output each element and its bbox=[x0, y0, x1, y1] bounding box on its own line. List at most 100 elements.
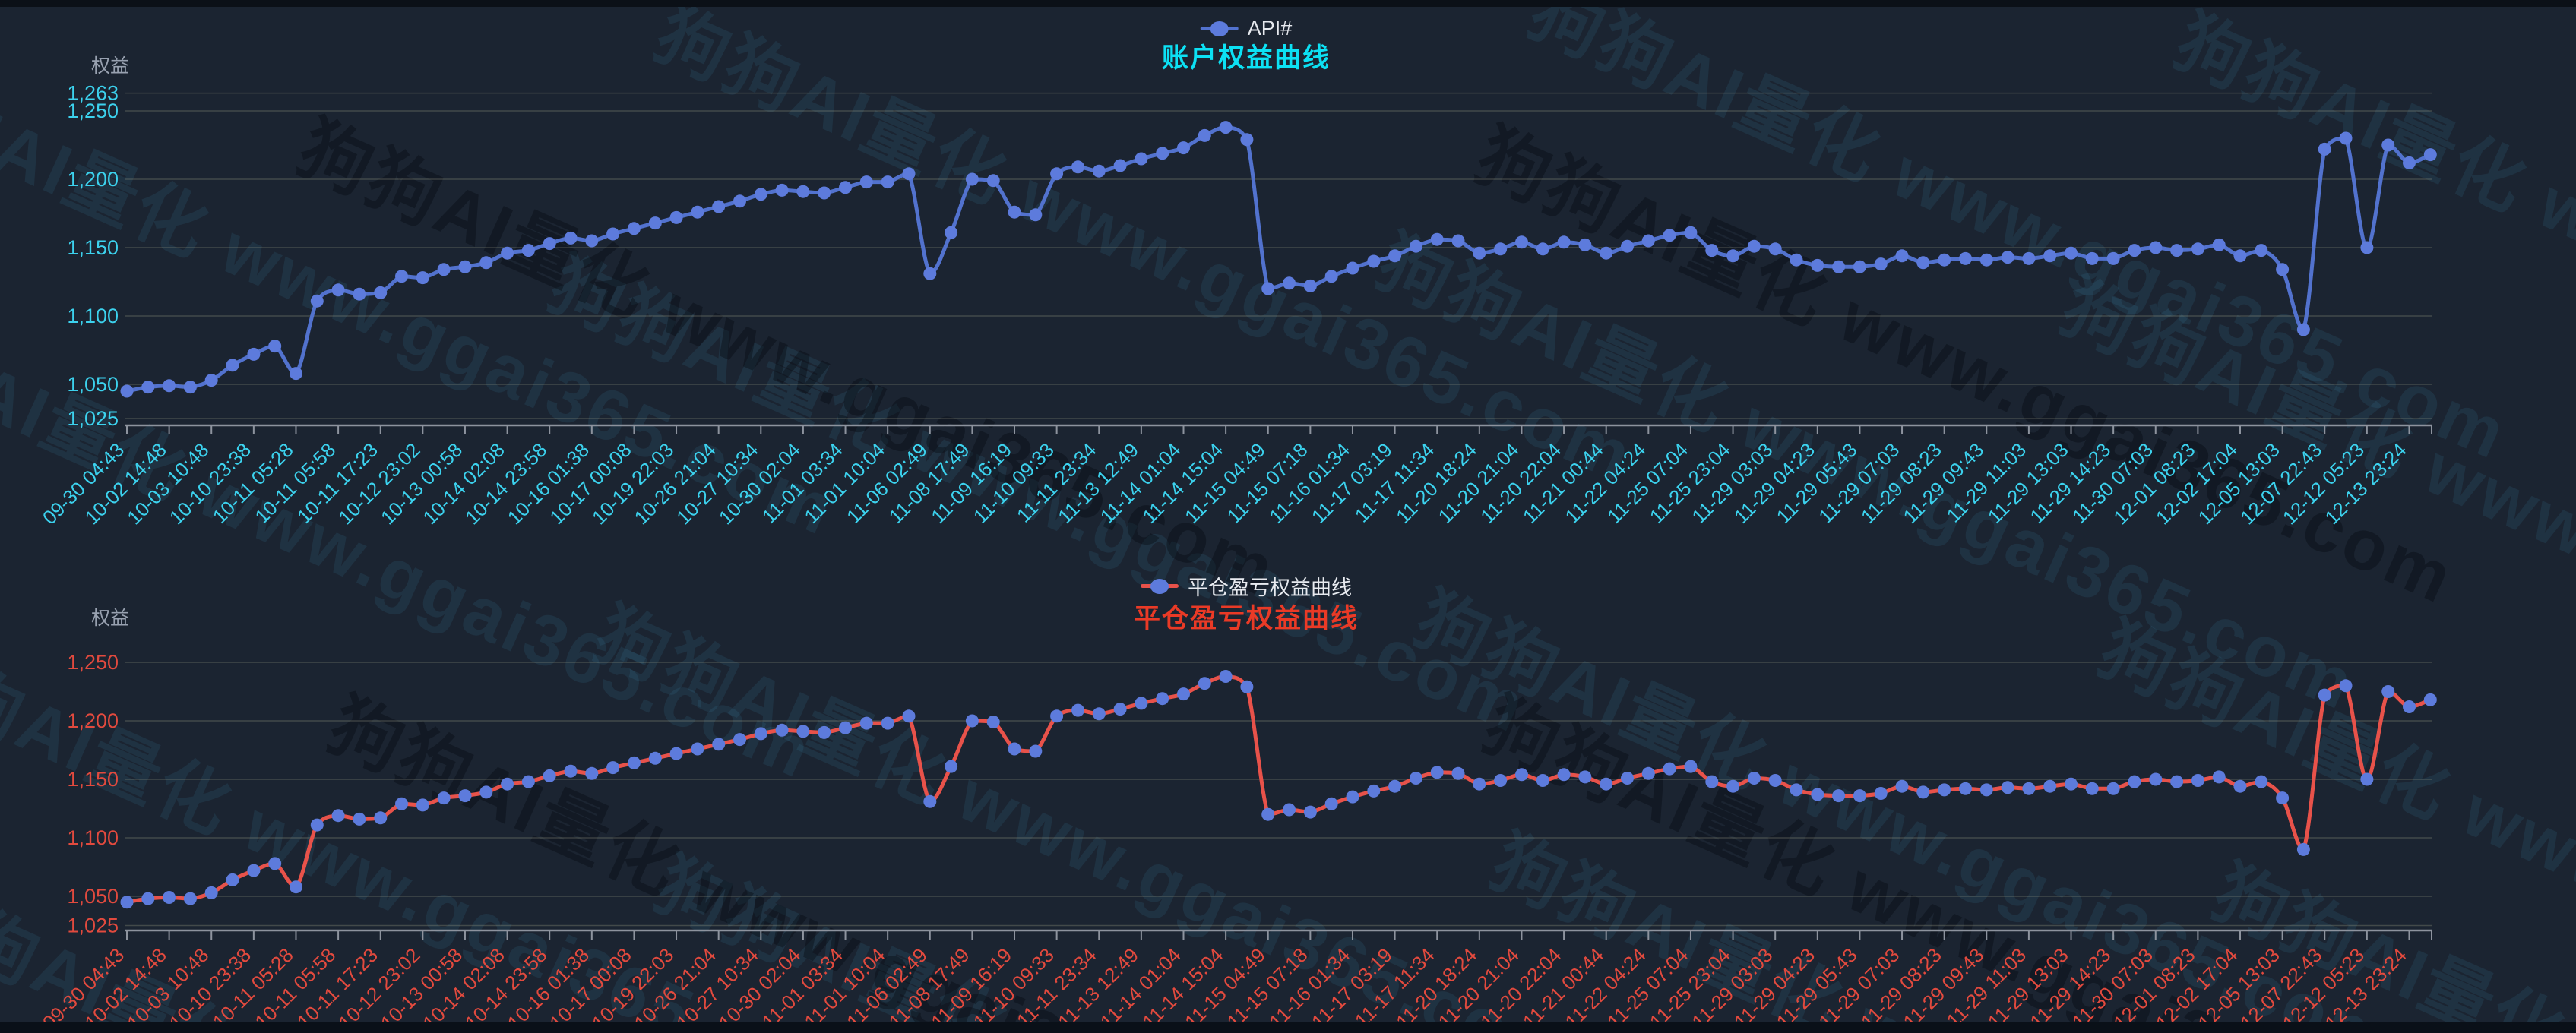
data-point[interactable] bbox=[120, 384, 134, 398]
data-point[interactable] bbox=[796, 725, 810, 738]
data-point[interactable] bbox=[1726, 249, 1740, 263]
data-point[interactable] bbox=[2043, 249, 2057, 263]
data-point[interactable] bbox=[183, 381, 197, 394]
data-point[interactable] bbox=[1113, 159, 1127, 172]
data-point[interactable] bbox=[965, 714, 979, 728]
data-point[interactable] bbox=[1198, 128, 1211, 142]
data-point[interactable] bbox=[2085, 782, 2099, 795]
data-point[interactable] bbox=[1135, 152, 1148, 166]
data-point[interactable] bbox=[1557, 768, 1571, 782]
data-point[interactable] bbox=[627, 756, 641, 769]
data-point[interactable] bbox=[1853, 789, 1866, 803]
data-point[interactable] bbox=[2149, 772, 2163, 786]
data-point[interactable] bbox=[585, 234, 599, 248]
data-point[interactable] bbox=[1240, 133, 1254, 147]
data-point[interactable] bbox=[648, 751, 662, 765]
data-point[interactable] bbox=[226, 873, 239, 886]
data-point[interactable] bbox=[564, 764, 578, 778]
data-point[interactable] bbox=[374, 811, 388, 825]
data-point[interactable] bbox=[120, 896, 134, 909]
data-point[interactable] bbox=[501, 246, 514, 260]
data-point[interactable] bbox=[204, 886, 218, 899]
data-point[interactable] bbox=[691, 205, 704, 219]
data-point[interactable] bbox=[2360, 772, 2374, 786]
data-point[interactable] bbox=[1430, 232, 1444, 246]
data-point[interactable] bbox=[818, 725, 831, 739]
data-point[interactable] bbox=[1092, 707, 1106, 721]
data-point[interactable] bbox=[2276, 791, 2290, 805]
data-point[interactable] bbox=[2255, 244, 2268, 257]
data-point[interactable] bbox=[1283, 276, 1296, 290]
data-point[interactable] bbox=[2296, 842, 2310, 856]
data-point[interactable] bbox=[1071, 703, 1084, 717]
data-point[interactable] bbox=[2128, 244, 2141, 257]
data-point[interactable] bbox=[437, 791, 451, 805]
data-point[interactable] bbox=[2255, 775, 2268, 788]
data-point[interactable] bbox=[374, 286, 388, 299]
data-point[interactable] bbox=[669, 210, 683, 224]
data-point[interactable] bbox=[331, 809, 345, 823]
data-point[interactable] bbox=[859, 175, 873, 189]
data-point[interactable] bbox=[2106, 782, 2120, 795]
data-point[interactable] bbox=[437, 263, 451, 276]
data-point[interactable] bbox=[458, 260, 472, 273]
data-point[interactable] bbox=[2212, 238, 2226, 251]
data-point[interactable] bbox=[2296, 323, 2310, 336]
data-point[interactable] bbox=[1811, 258, 1824, 272]
data-point[interactable] bbox=[1261, 807, 1275, 821]
data-point[interactable] bbox=[1663, 229, 1676, 242]
data-point[interactable] bbox=[1578, 238, 1592, 251]
data-point[interactable] bbox=[1832, 260, 1846, 273]
data-point[interactable] bbox=[1430, 766, 1444, 779]
data-point[interactable] bbox=[1895, 779, 1909, 793]
data-point[interactable] bbox=[247, 347, 261, 361]
data-point[interactable] bbox=[1303, 279, 1317, 292]
data-point[interactable] bbox=[2423, 148, 2437, 162]
data-point[interactable] bbox=[395, 270, 408, 283]
data-point[interactable] bbox=[1388, 249, 1402, 263]
data-point[interactable] bbox=[1198, 677, 1211, 690]
data-point[interactable] bbox=[1895, 249, 1909, 263]
data-point[interactable] bbox=[2001, 781, 2014, 794]
data-point[interactable] bbox=[1959, 782, 1972, 795]
data-point[interactable] bbox=[458, 789, 472, 803]
data-point[interactable] bbox=[1219, 670, 1233, 683]
data-point[interactable] bbox=[1494, 774, 1508, 787]
data-point[interactable] bbox=[712, 738, 726, 751]
data-point[interactable] bbox=[353, 287, 366, 301]
data-point[interactable] bbox=[775, 183, 789, 197]
data-point[interactable] bbox=[1938, 253, 1951, 267]
data-point[interactable] bbox=[1768, 774, 1782, 787]
data-point[interactable] bbox=[1600, 777, 1613, 791]
data-point[interactable] bbox=[1473, 246, 1486, 260]
data-point[interactable] bbox=[1008, 742, 1021, 756]
data-point[interactable] bbox=[712, 200, 726, 213]
data-point[interactable] bbox=[1367, 784, 1381, 798]
data-point[interactable] bbox=[141, 381, 155, 394]
data-point[interactable] bbox=[1494, 242, 1508, 256]
data-point[interactable] bbox=[543, 769, 556, 782]
data-point[interactable] bbox=[1346, 790, 1359, 804]
data-point[interactable] bbox=[543, 237, 556, 251]
data-point[interactable] bbox=[945, 226, 958, 239]
data-point[interactable] bbox=[2360, 241, 2374, 254]
data-point[interactable] bbox=[733, 194, 746, 208]
data-point[interactable] bbox=[1515, 768, 1528, 782]
data-point[interactable] bbox=[1811, 788, 1824, 801]
data-point[interactable] bbox=[353, 812, 366, 826]
data-point[interactable] bbox=[1874, 787, 1888, 800]
data-point[interactable] bbox=[627, 222, 641, 235]
data-point[interactable] bbox=[1451, 234, 1465, 248]
data-point[interactable] bbox=[331, 283, 345, 297]
data-point[interactable] bbox=[2191, 774, 2204, 787]
data-point[interactable] bbox=[501, 777, 514, 791]
legend-pnl-series[interactable]: 平仓盈亏权益曲线 bbox=[1141, 571, 1352, 601]
data-point[interactable] bbox=[247, 864, 261, 877]
data-point[interactable] bbox=[141, 892, 155, 905]
data-point[interactable] bbox=[775, 723, 789, 737]
data-point[interactable] bbox=[1705, 775, 1719, 788]
data-point[interactable] bbox=[1557, 235, 1571, 249]
data-point[interactable] bbox=[902, 709, 916, 723]
data-point[interactable] bbox=[2339, 679, 2353, 693]
data-point[interactable] bbox=[1600, 246, 1613, 260]
